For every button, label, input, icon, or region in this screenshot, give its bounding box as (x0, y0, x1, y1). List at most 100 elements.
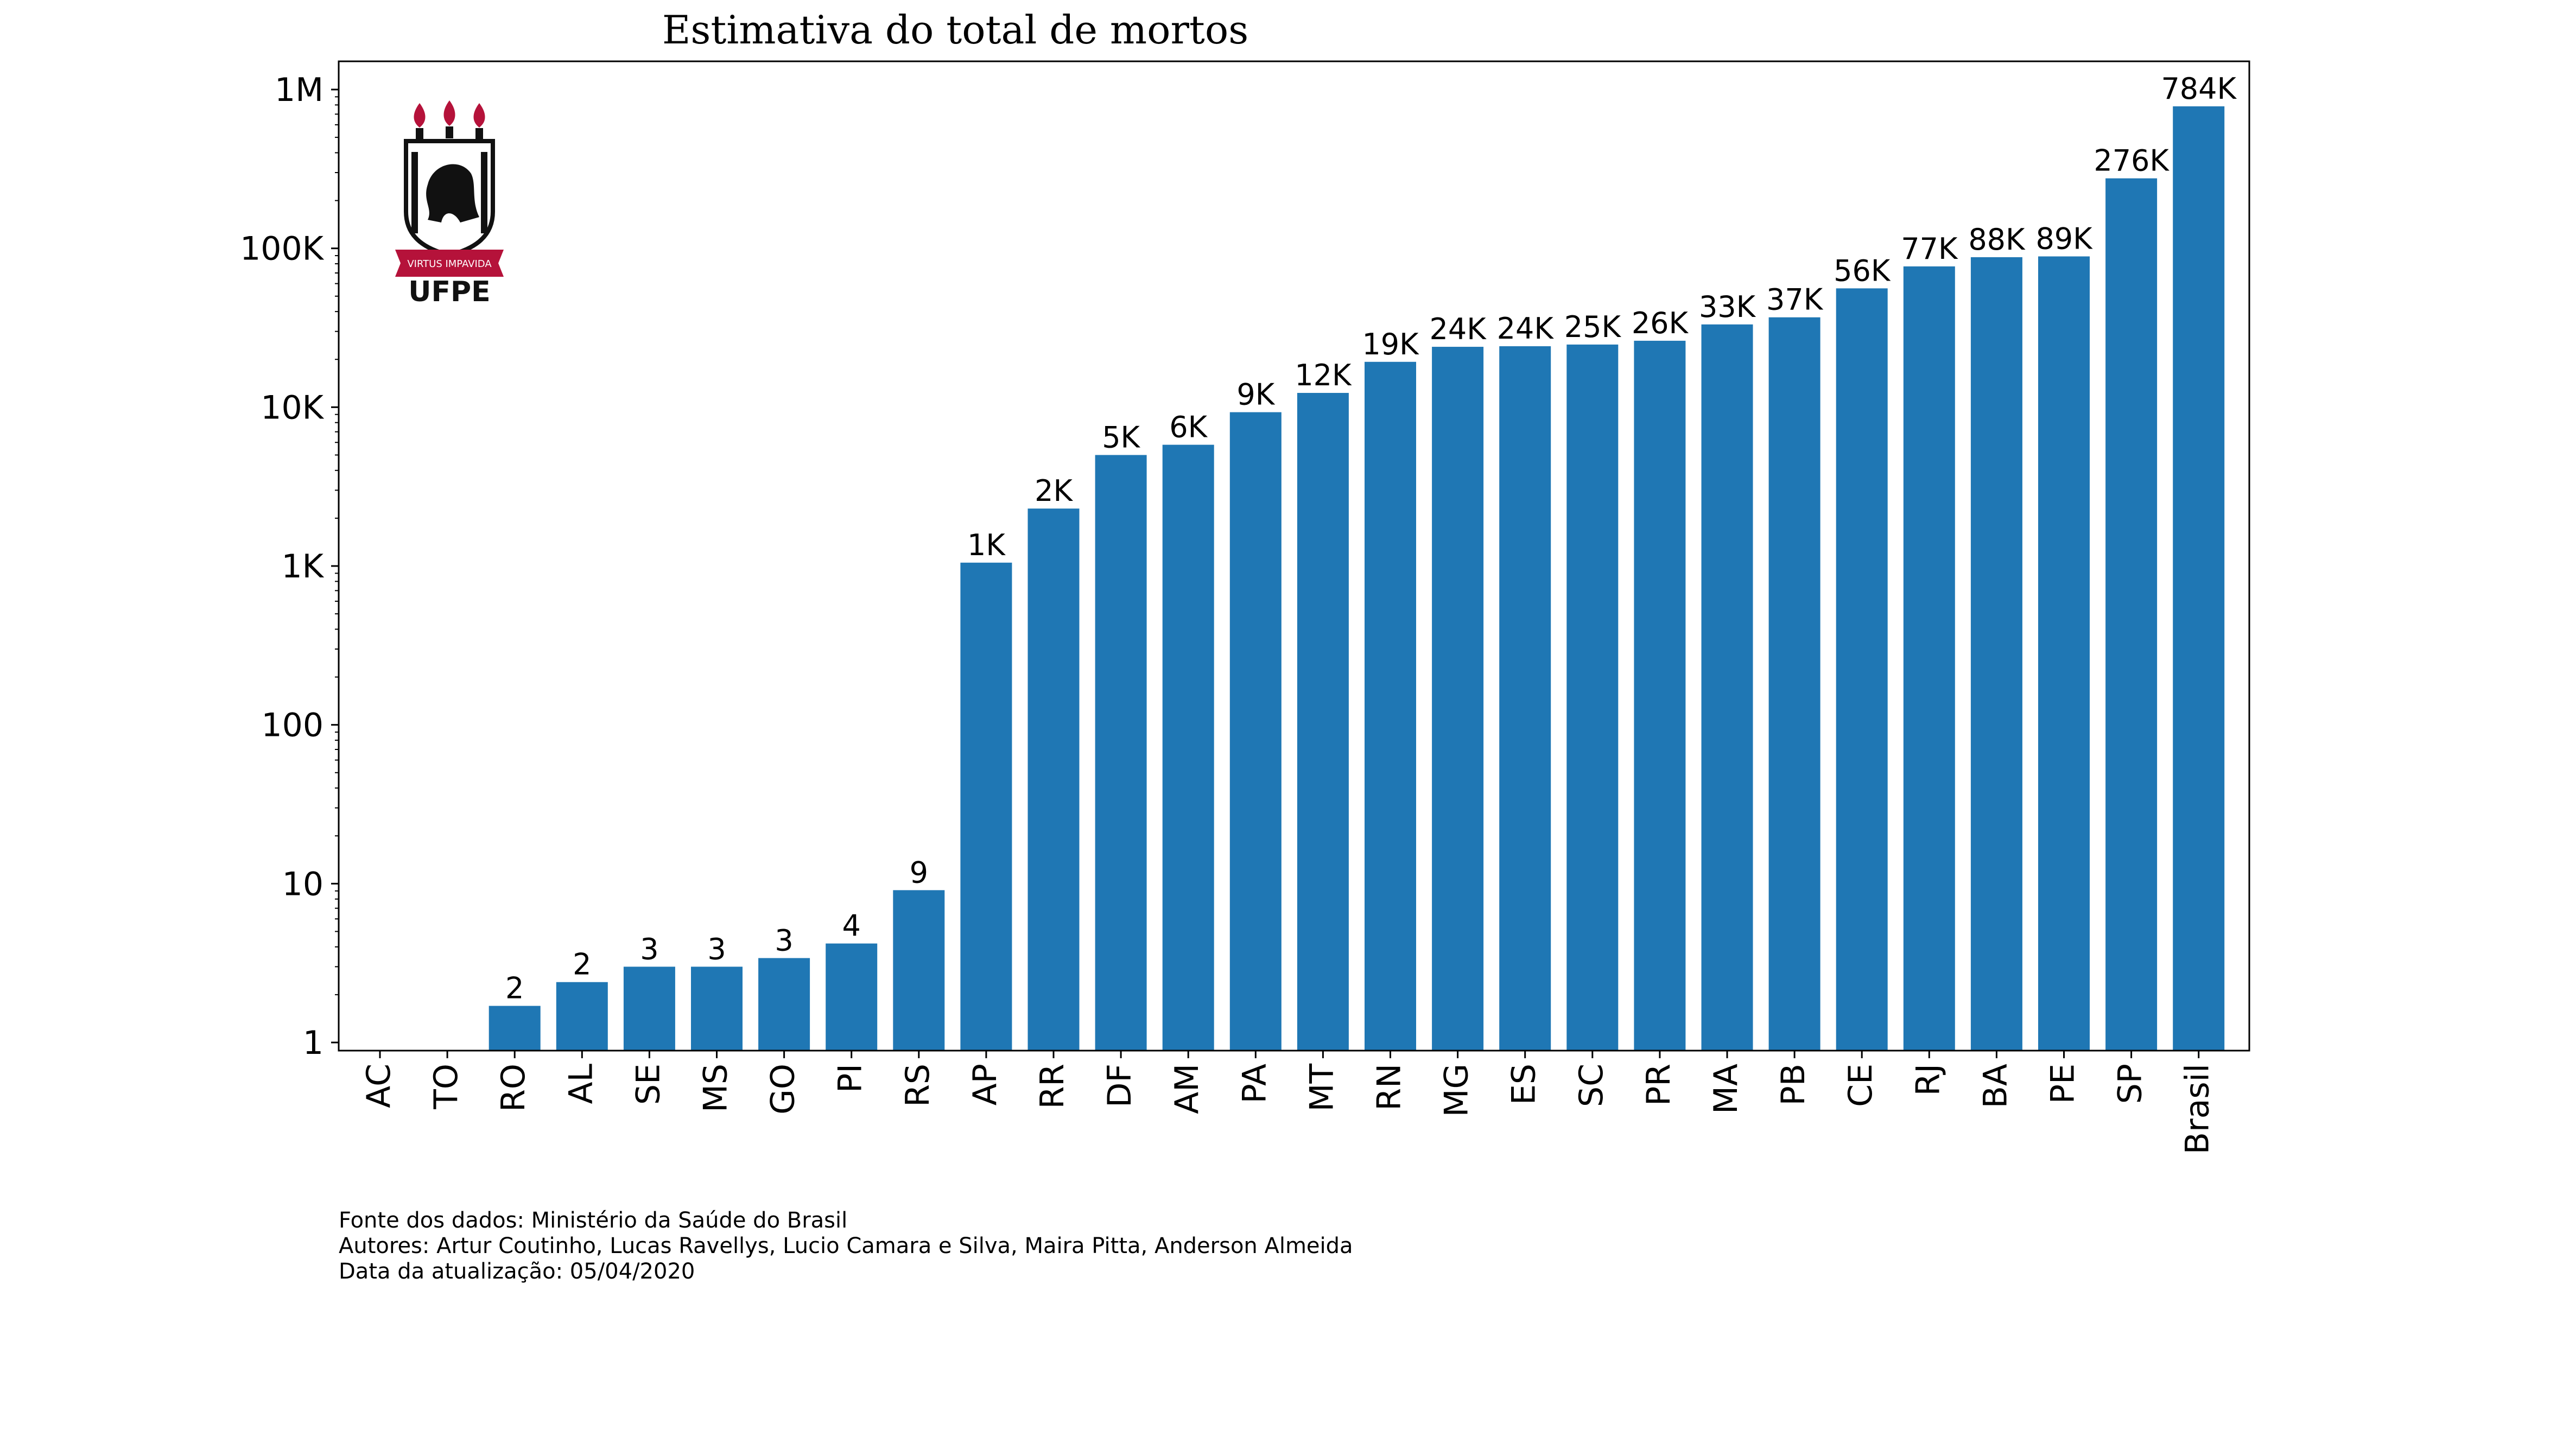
x-tick-label-mt: MT (1303, 1064, 1341, 1112)
logo-motto: VIRTUS IMPAVIDA (407, 258, 492, 270)
y-tick-label: 100 (261, 707, 323, 745)
x-tick-label-se: SE (629, 1064, 667, 1105)
bar-label-ba: 88K (1968, 222, 2026, 257)
x-tick-label-pr: PR (1640, 1064, 1678, 1106)
bar-label-rn: 19K (1362, 327, 1419, 361)
bar-pe (2038, 256, 2090, 1051)
bar-ro (489, 1006, 541, 1051)
y-tick-label: 1M (275, 71, 323, 109)
x-tick-label-to: TO (427, 1064, 465, 1110)
bar-rj (1903, 266, 1955, 1051)
bar-df (1095, 455, 1147, 1051)
bar-label-go: 3 (775, 923, 793, 957)
x-tick-label-pi: PI (832, 1064, 870, 1093)
x-tick-label-mg: MG (1438, 1064, 1476, 1117)
footer-source: Fonte dos dados: Ministério da Saúde do … (339, 1208, 848, 1233)
bar-label-es: 24K (1497, 311, 1555, 346)
bar-label-sc: 25K (1564, 310, 1622, 344)
bar-label-ms: 3 (707, 932, 726, 966)
bar-label-pa: 9K (1236, 378, 1275, 412)
bar-se (623, 967, 675, 1051)
y-tick-label: 1 (303, 1024, 323, 1062)
bar-label-sp: 276K (2094, 144, 2170, 178)
x-tick-label-ma: MA (1707, 1064, 1745, 1114)
bar-ms (691, 967, 743, 1051)
bar-label-se: 3 (640, 932, 658, 966)
bar-am (1162, 444, 1214, 1051)
x-tick-label-ms: MS (697, 1064, 735, 1112)
bar-mg (1432, 347, 1484, 1051)
ufpe-logo: VIRTUS IMPAVIDA UFPE (395, 92, 504, 308)
bar-ma (1701, 324, 1753, 1051)
bar-label-ap: 1K (967, 528, 1006, 562)
bar-label-rr: 2K (1035, 474, 1073, 508)
bars-group (489, 106, 2225, 1051)
x-tick-label-sp: SP (2111, 1064, 2149, 1104)
bar-rr (1027, 508, 1080, 1051)
bar-es (1499, 346, 1551, 1051)
chart-title: Estimativa do total de mortos (662, 7, 1248, 53)
bar-label-brasil: 784K (2161, 72, 2237, 106)
x-tick-label-rs: RS (899, 1064, 937, 1107)
bar-labels-group: 2 2 3 3 3 4 9 1K 2K 5K 6K 9K 12K 19K 24K 24K 25K 26K 33K 37… (505, 72, 2237, 1006)
footer-authors: Autores: Artur Coutinho, Lucas Ravellys,… (339, 1234, 1353, 1258)
x-tick-label-ce: CE (1842, 1064, 1880, 1107)
x-tick-label-ap: AP (966, 1064, 1004, 1105)
bar-label-mg: 24K (1430, 312, 1487, 346)
bar-label-pr: 26K (1632, 306, 1689, 340)
x-tick-label-ro: RO (494, 1064, 532, 1112)
x-tick-label-sc: SC (1572, 1064, 1610, 1107)
bar-label-rs: 9 (910, 855, 928, 889)
x-tick-label-rj: RJ (1909, 1064, 1947, 1096)
x-tick-label-pa: PA (1235, 1064, 1273, 1103)
torch-flames-icon (414, 100, 485, 128)
bar-label-mt: 12K (1295, 358, 1352, 392)
bar-rn (1365, 361, 1416, 1051)
bar-al (556, 982, 608, 1051)
x-tick-label-rn: RN (1371, 1064, 1409, 1111)
x-tick-label-ba: BA (1976, 1064, 2014, 1108)
x-tick-label-al: AL (562, 1063, 600, 1104)
bar-mt (1297, 393, 1349, 1051)
x-tick-label-am: AM (1168, 1064, 1206, 1114)
y-axis: 1 10 100 1K 10K 100K 1M (240, 71, 339, 1062)
bar-label-pi: 4 (842, 909, 861, 943)
bar-label-al: 2 (573, 948, 591, 982)
bar-go (758, 958, 810, 1051)
bar-sc (1566, 344, 1619, 1051)
bar-pr (1634, 340, 1686, 1051)
chart-footer: Fonte dos dados: Ministério da Saúde do … (339, 1208, 1353, 1285)
plot-frame (338, 60, 2250, 1052)
y-tick-label: 10K (261, 389, 324, 427)
bar-brasil (2173, 106, 2225, 1051)
bar-ce (1836, 288, 1888, 1051)
bar-pa (1229, 412, 1282, 1051)
footer-update-date: Data da atualização: 05/04/2020 (339, 1259, 695, 1284)
y-tick-label: 100K (240, 230, 325, 268)
bar-ba (1970, 257, 2022, 1051)
y-tick-label: 10 (282, 865, 323, 903)
x-tick-label-es: ES (1505, 1064, 1543, 1105)
x-tick-label-rr: RR (1033, 1064, 1071, 1109)
bar-label-pe: 89K (2035, 221, 2093, 256)
x-tick-label-go: GO (764, 1064, 802, 1115)
x-axis: AC TO RO AL SE MS GO PI RS AP RR DF AM PA MT RN MG ES SC PR… (360, 1051, 2217, 1154)
bar-label-ro: 2 (505, 971, 524, 1006)
x-tick-label-brasil: Brasil (2179, 1064, 2217, 1154)
bar-rs (893, 890, 945, 1051)
bar-label-pb: 37K (1766, 283, 1824, 317)
bar-label-rj: 77K (1901, 232, 1958, 266)
bar-label-ce: 56K (1834, 253, 1891, 288)
y-tick-label: 1K (281, 548, 324, 586)
bar-pb (1768, 317, 1820, 1051)
x-tick-label-df: DF (1101, 1064, 1139, 1108)
x-tick-label-pe: PE (2044, 1064, 2082, 1104)
bar-ap (960, 562, 1012, 1051)
x-tick-label-ac: AC (360, 1064, 398, 1108)
x-tick-label-pb: PB (1774, 1064, 1812, 1105)
bar-label-ma: 33K (1699, 290, 1756, 324)
logo-name: UFPE (408, 276, 490, 304)
bar-sp (2105, 178, 2158, 1051)
bar-label-am: 6K (1169, 410, 1208, 444)
